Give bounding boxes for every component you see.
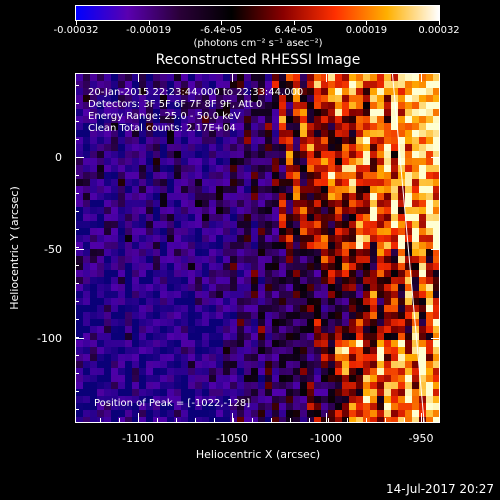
annotation-peak: Position of Peak = [-1022,-128] [94, 398, 251, 409]
y-minor-tick [75, 265, 79, 266]
timestamp: 14-Jul-2017 20:27 [385, 482, 494, 496]
x-minor-tick [290, 418, 291, 422]
x-major-tick [138, 73, 139, 82]
y-minor-tick [75, 193, 79, 194]
y-minor-tick [75, 373, 79, 374]
annotation-detectors: Detectors: 3F 5F 6F 7F 8F 9F, Att 0 [88, 99, 263, 110]
x-minor-tick [252, 418, 253, 422]
y-major-tick [431, 157, 440, 158]
y-major-tick [75, 249, 84, 250]
x-minor-tick [423, 418, 424, 422]
colorbar-tick-label: 6.4e-05 [274, 25, 313, 36]
y-minor-tick [75, 157, 79, 158]
x-tick-label: -1000 [310, 432, 342, 445]
y-minor-tick [75, 337, 79, 338]
colorbar-tick-label: -0.00019 [126, 25, 172, 36]
x-tick-label: -950 [408, 432, 434, 445]
x-minor-tick [233, 418, 234, 422]
plot-title: Reconstructed RHESSI Image [155, 52, 361, 68]
y-minor-tick [75, 409, 79, 410]
y-axis-label: Heliocentric Y (arcsec) [8, 186, 21, 310]
colorbar-tick-label: 0.00032 [418, 25, 460, 36]
x-minor-tick [309, 418, 310, 422]
x-minor-tick [138, 418, 139, 422]
x-axis-label: Heliocentric X (arcsec) [195, 448, 321, 461]
solar-limb-line [391, 74, 425, 422]
y-tick-label: -50 [44, 243, 62, 256]
y-minor-tick [75, 229, 79, 230]
x-minor-tick [195, 418, 196, 422]
x-minor-tick [347, 418, 348, 422]
x-minor-tick [119, 418, 120, 422]
x-minor-tick [176, 418, 177, 422]
y-minor-tick [75, 175, 79, 176]
annotation-energy: Energy Range: 25.0 - 50.0 keV [88, 111, 241, 122]
x-major-tick [232, 73, 233, 82]
y-major-tick [75, 157, 84, 158]
x-major-tick [326, 73, 327, 82]
x-major-tick [421, 413, 422, 422]
plot-area: 20-Jan-2015 22:23:44.000 to 22:33:44.000… [75, 73, 440, 423]
x-minor-tick [366, 418, 367, 422]
y-minor-tick [75, 121, 79, 122]
x-tick-label: -1050 [216, 432, 248, 445]
y-minor-tick [75, 283, 79, 284]
y-minor-tick [75, 139, 79, 140]
colorbar-tick [76, 21, 77, 25]
y-minor-tick [75, 247, 79, 248]
y-minor-tick [75, 85, 79, 86]
y-minor-tick [75, 211, 79, 212]
x-minor-tick [328, 418, 329, 422]
x-tick-label: -1100 [122, 432, 154, 445]
x-minor-tick [100, 418, 101, 422]
colorbar-units: (photons cm⁻² s⁻¹ asec⁻²) [193, 38, 323, 49]
y-minor-tick [75, 301, 79, 302]
annotation-clean: Clean Total counts: 2.17E+04 [88, 123, 236, 134]
x-major-tick [421, 73, 422, 82]
colorbar-tick-label: -0.00032 [53, 25, 99, 36]
x-major-tick [326, 413, 327, 422]
heatmap-image [76, 74, 439, 422]
x-major-tick [138, 413, 139, 422]
x-minor-tick [404, 418, 405, 422]
colorbar-tick [221, 21, 223, 25]
colorbar-tick-label: -6.4e-05 [200, 25, 243, 36]
y-minor-tick [75, 319, 79, 320]
y-minor-tick [75, 391, 79, 392]
y-major-tick [431, 249, 440, 250]
colorbar-tick [148, 21, 150, 25]
y-major-tick [431, 338, 440, 339]
x-minor-tick [157, 418, 158, 422]
colorbar-tick [293, 21, 295, 25]
x-minor-tick [271, 418, 272, 422]
x-minor-tick [385, 418, 386, 422]
y-tick-label: -100 [37, 332, 62, 345]
colorbar-tick [439, 21, 440, 25]
y-tick-label: 0 [55, 151, 62, 164]
y-major-tick [75, 338, 84, 339]
colorbar-tick [366, 21, 368, 25]
y-minor-tick [75, 103, 79, 104]
y-minor-tick [75, 355, 79, 356]
annotation-time-range: 20-Jan-2015 22:23:44.000 to 22:33:44.000 [88, 87, 304, 98]
x-minor-tick [214, 418, 215, 422]
x-major-tick [232, 413, 233, 422]
colorbar [75, 5, 440, 21]
colorbar-tick-label: 0.00019 [345, 25, 388, 36]
